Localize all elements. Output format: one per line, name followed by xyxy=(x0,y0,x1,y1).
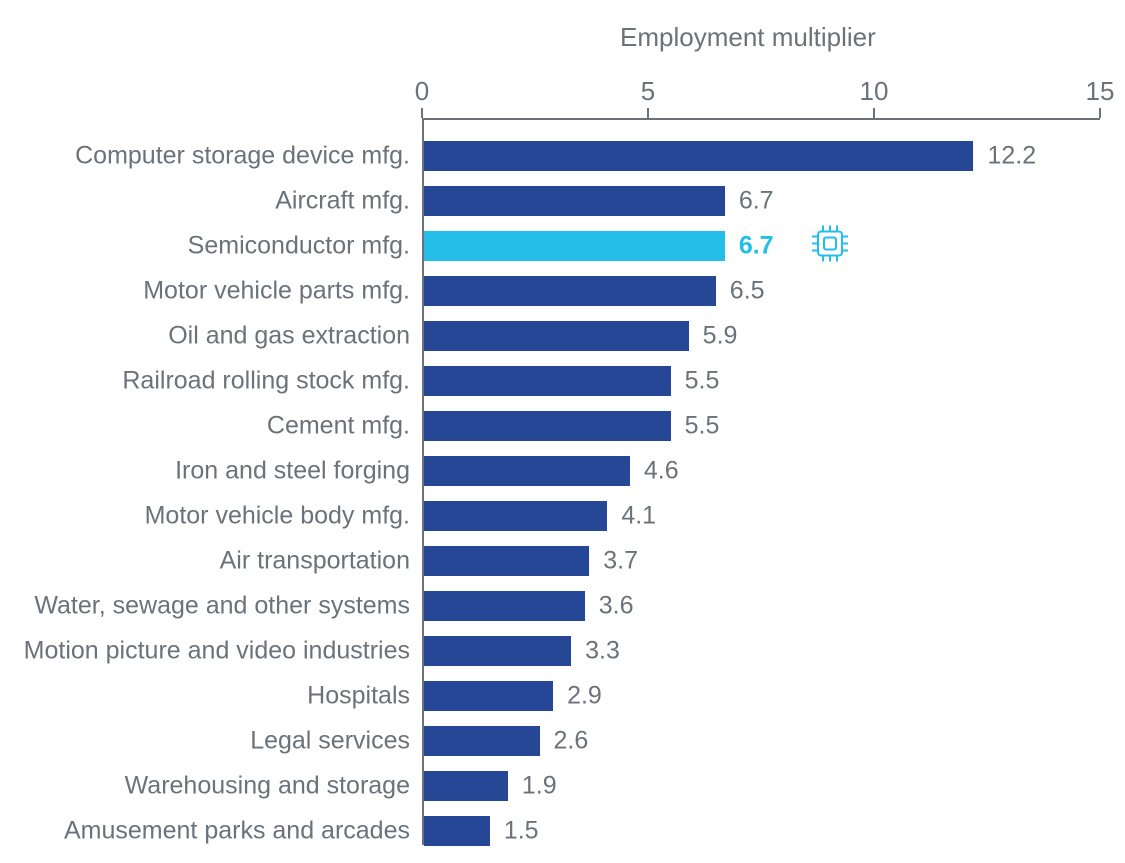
x-axis-title: Employment multiplier xyxy=(620,22,876,53)
x-tick-label: 5 xyxy=(641,76,655,107)
category-label: Water, sewage and other systems xyxy=(34,592,410,621)
value-label: 6.5 xyxy=(730,277,765,306)
bar xyxy=(424,141,973,171)
category-label: Computer storage device mfg. xyxy=(75,142,410,171)
category-label: Air transportation xyxy=(220,547,410,576)
category-label: Oil and gas extraction xyxy=(168,322,410,351)
bar xyxy=(424,321,689,351)
value-label: 4.6 xyxy=(644,457,679,486)
value-label: 6.7 xyxy=(739,187,774,216)
bar xyxy=(424,276,716,306)
category-label: Motor vehicle body mfg. xyxy=(145,502,410,531)
category-label: Semiconductor mfg. xyxy=(188,232,410,261)
category-label: Amusement parks and arcades xyxy=(64,817,410,846)
value-label: 1.5 xyxy=(504,817,539,846)
value-label: 4.1 xyxy=(621,502,656,531)
value-label: 3.7 xyxy=(603,547,638,576)
category-label: Hospitals xyxy=(307,682,410,711)
chip-icon xyxy=(809,223,851,270)
value-label: 5.5 xyxy=(685,367,720,396)
x-tick-label: 15 xyxy=(1086,76,1115,107)
value-label: 2.9 xyxy=(567,682,602,711)
value-label: 6.7 xyxy=(739,232,774,261)
category-label: Railroad rolling stock mfg. xyxy=(122,367,410,396)
bar xyxy=(424,771,508,801)
x-tick-mark xyxy=(421,108,423,118)
category-label: Iron and steel forging xyxy=(175,457,410,486)
bar xyxy=(424,501,607,531)
x-axis-line xyxy=(422,118,1100,120)
bar xyxy=(424,681,553,711)
value-label: 1.9 xyxy=(522,772,557,801)
category-label: Warehousing and storage xyxy=(125,772,410,801)
category-label: Motion picture and video industries xyxy=(24,637,410,666)
value-label: 12.2 xyxy=(987,142,1036,171)
x-tick-label: 10 xyxy=(860,76,889,107)
value-label: 3.3 xyxy=(585,637,620,666)
value-label: 2.6 xyxy=(554,727,589,756)
bar xyxy=(424,726,540,756)
x-tick-mark xyxy=(647,108,649,118)
value-label: 5.9 xyxy=(703,322,738,351)
bar xyxy=(424,816,490,846)
bar xyxy=(424,411,671,441)
category-label: Motor vehicle parts mfg. xyxy=(143,277,410,306)
bar xyxy=(424,186,725,216)
category-label: Aircraft mfg. xyxy=(275,187,410,216)
bar xyxy=(424,366,671,396)
employment-multiplier-chart: Employment multiplier 0 5 10 15 Computer st… xyxy=(0,0,1125,863)
bar-highlight xyxy=(424,231,725,261)
x-tick-mark xyxy=(873,108,875,118)
bar xyxy=(424,546,589,576)
category-label: Cement mfg. xyxy=(267,412,410,441)
bar xyxy=(424,456,630,486)
x-tick-mark xyxy=(1099,108,1101,118)
value-label: 3.6 xyxy=(599,592,634,621)
bar xyxy=(424,591,585,621)
x-tick-label: 0 xyxy=(415,76,429,107)
bar xyxy=(424,636,571,666)
value-label: 5.5 xyxy=(685,412,720,441)
category-label: Legal services xyxy=(250,727,410,756)
